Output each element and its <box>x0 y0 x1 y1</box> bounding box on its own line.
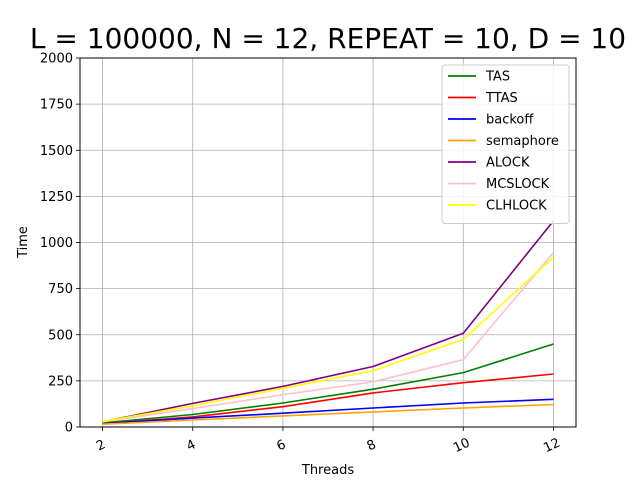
series-line-alock <box>102 220 555 423</box>
series-lines <box>102 220 555 425</box>
x-tick-label: 12 <box>541 436 562 457</box>
y-tick-label: 1000 <box>40 236 73 251</box>
series-line-mcslock <box>102 252 555 423</box>
x-tick-label: 10 <box>451 436 472 457</box>
y-axis-label: Time <box>16 226 31 259</box>
y-axis: 0 250 500 750 1000 1250 1500 1750 2000 <box>40 52 80 436</box>
y-tick-label: 2000 <box>40 52 73 67</box>
chart-title: L = 100000, N = 12, REPEAT = 10, D = 10 <box>30 22 626 55</box>
x-axis-label: Threads <box>301 463 354 478</box>
y-tick-label: 0 <box>65 421 73 436</box>
series-line-tas <box>102 343 554 424</box>
y-tick-label: 1750 <box>40 98 73 113</box>
legend-label: ALOCK <box>486 156 530 171</box>
y-tick-label: 1250 <box>40 190 73 205</box>
y-tick-label: 1500 <box>40 144 73 159</box>
legend: TAS TTAS backoff semaphore ALOCK MCSLOCK CLHLO… <box>441 64 570 224</box>
series-line-clhlock <box>102 256 555 423</box>
legend-label: MCSLOCK <box>486 177 550 192</box>
series-line-backoff <box>102 398 554 425</box>
y-tick-label: 250 <box>48 374 73 389</box>
y-tick-label: 500 <box>48 328 73 343</box>
series-line-ttas <box>102 373 554 425</box>
y-tick-label: 750 <box>48 282 73 297</box>
legend-label: semaphore <box>486 134 559 149</box>
legend-label: backoff <box>486 113 534 128</box>
legend-label: TTAS <box>485 91 518 106</box>
legend-label: TAS <box>485 70 510 85</box>
legend-label: CLHLOCK <box>486 199 547 214</box>
series-line-semaphore <box>102 403 554 425</box>
